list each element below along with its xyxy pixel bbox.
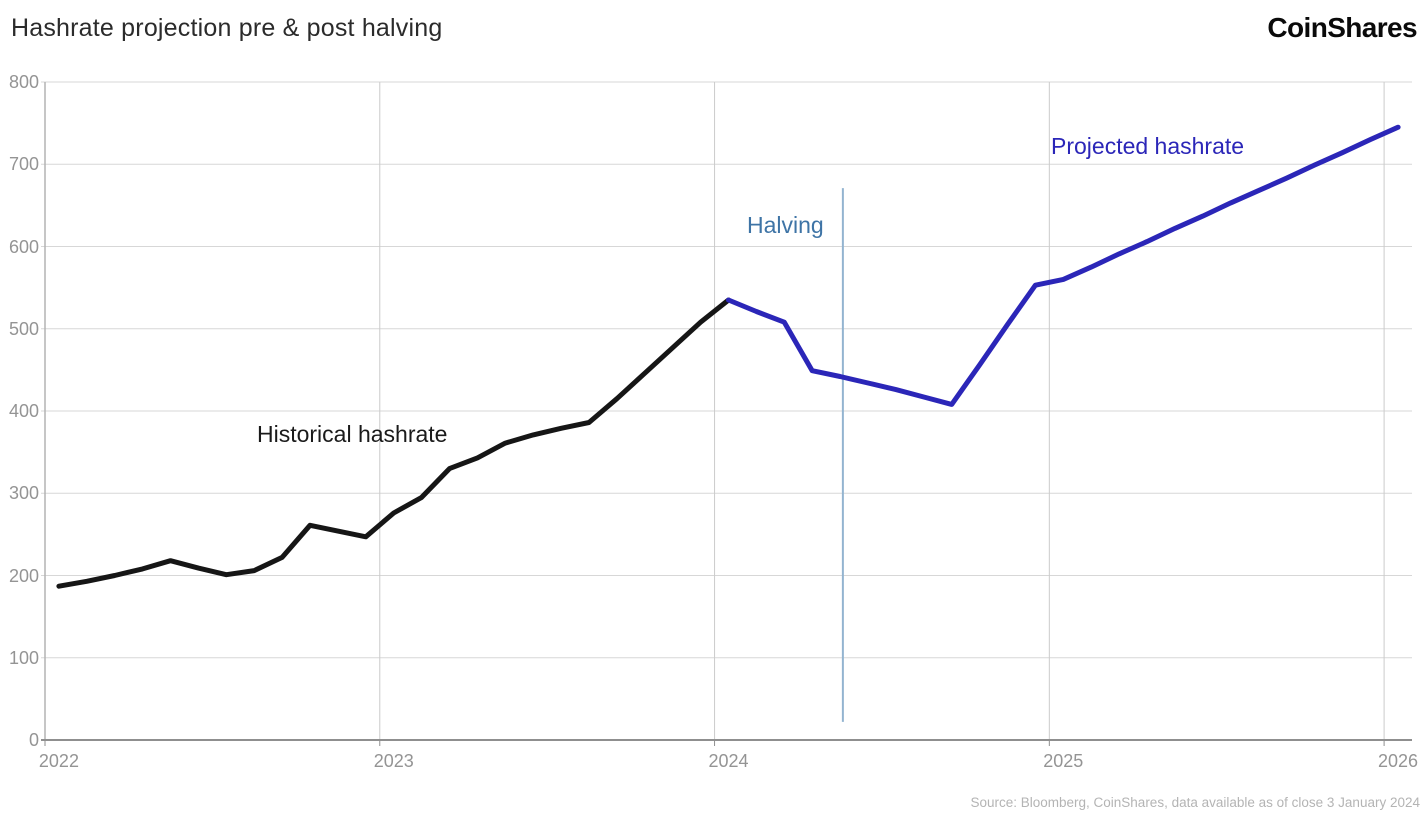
- y-axis-tick-label-300: 300: [8, 483, 39, 504]
- chart-title: Hashrate projection pre & post halving: [11, 14, 443, 42]
- historical-hashrate-line: [56, 297, 731, 589]
- x-axis-tick-label-2025: 2025: [1043, 751, 1084, 771]
- x-axis-tick-label-2024: 2024: [708, 751, 749, 771]
- projected-series-label: Projected hashrate: [1051, 133, 1245, 159]
- x-axis-tick-label-2026: 2026: [1378, 751, 1419, 771]
- projected-hashrate-line: [726, 124, 1401, 407]
- historical-series-label: Historical hashrate: [257, 421, 448, 447]
- y-axis-tick-label-700: 700: [8, 154, 39, 175]
- y-axis-tick-label-500: 500: [8, 318, 39, 339]
- y-axis-tick-label-600: 600: [8, 236, 39, 257]
- y-axis-tick-label-0: 0: [28, 730, 39, 750]
- y-axis-tick-label-200: 200: [8, 565, 39, 586]
- x-axis-tick-label-2022: 2022: [38, 751, 79, 771]
- y-axis-tick-label-400: 400: [8, 401, 39, 421]
- x-axis-tick-label-2023: 2023: [373, 751, 414, 771]
- source-note: Source: Bloomberg, CoinShares, data avai…: [970, 795, 1420, 810]
- halving-annotation-label: Halving: [747, 212, 824, 238]
- y-axis-tick-label-800: 800: [8, 72, 39, 92]
- coinshares-logo: CoinShares: [1267, 12, 1417, 43]
- y-axis-tick-label-100: 100: [8, 647, 39, 668]
